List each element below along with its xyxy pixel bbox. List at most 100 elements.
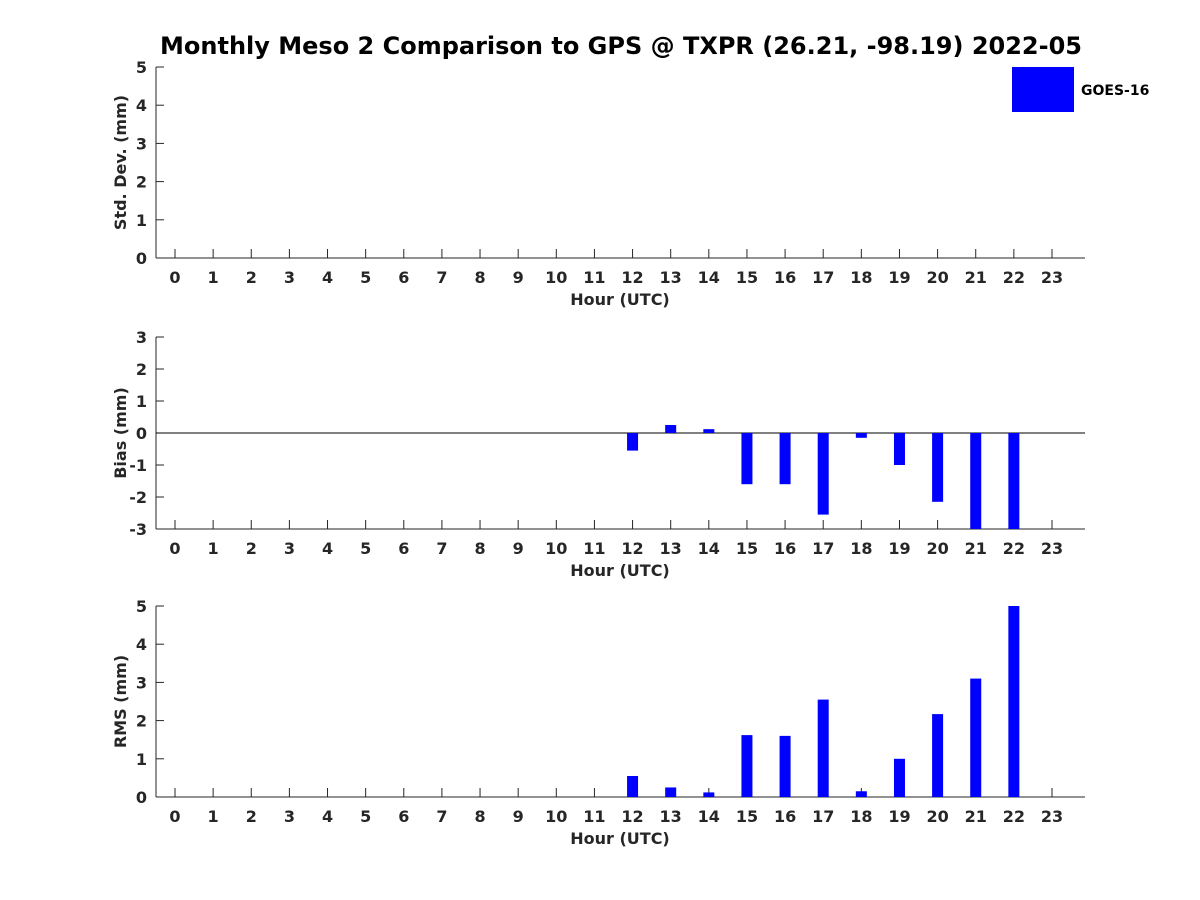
- stddev-xtick-label: 22: [1003, 268, 1025, 287]
- rms-bar: [855, 791, 867, 797]
- bias-xtick-label: 10: [545, 539, 567, 558]
- chart-title: Monthly Meso 2 Comparison to GPS @ TXPR …: [160, 32, 1082, 60]
- rms-xtick-label: 5: [360, 807, 371, 826]
- bias-ytick-label: 0: [136, 424, 147, 443]
- stddev-xtick-label: 4: [322, 268, 333, 287]
- rms-y-axis-label: RMS (mm): [111, 655, 130, 748]
- bias-xtick-label: 19: [888, 539, 910, 558]
- bias-xtick-label: 8: [474, 539, 485, 558]
- stddev-xtick-label: 11: [583, 268, 605, 287]
- legend: GOES-16: [1012, 67, 1149, 112]
- rms-xtick-label: 13: [660, 807, 682, 826]
- bias-xtick-label: 0: [169, 539, 180, 558]
- bias-ytick-label: 3: [136, 328, 147, 347]
- rms-xtick-label: 18: [850, 807, 872, 826]
- stddev-xtick-label: 15: [736, 268, 758, 287]
- stddev-xtick-label: 19: [888, 268, 910, 287]
- bias-xtick-label: 11: [583, 539, 605, 558]
- rms-bar: [1008, 606, 1020, 797]
- rms-xtick-label: 23: [1041, 807, 1063, 826]
- bias-xtick-label: 2: [246, 539, 257, 558]
- bias-bar: [703, 429, 715, 433]
- stddev-xtick-label: 17: [812, 268, 834, 287]
- bias-xtick-label: 7: [436, 539, 447, 558]
- stddev-xtick-label: 1: [208, 268, 219, 287]
- bias-y-axis-label: Bias (mm): [111, 387, 130, 479]
- stddev-ytick-label: 1: [136, 211, 147, 230]
- bias-xtick-label: 5: [360, 539, 371, 558]
- bias-bar: [855, 433, 867, 438]
- stddev-ytick-label: 3: [136, 134, 147, 153]
- rms-xtick-label: 6: [398, 807, 409, 826]
- bias-ytick-label: 2: [136, 360, 147, 379]
- rms-ytick-label: 4: [136, 635, 147, 654]
- rms-xtick-label: 8: [474, 807, 485, 826]
- stddev-ytick-label: 0: [136, 249, 147, 268]
- bias-xtick-label: 18: [850, 539, 872, 558]
- rms-xtick-label: 14: [698, 807, 720, 826]
- bias-bar: [665, 425, 677, 433]
- rms-bar: [932, 714, 944, 797]
- rms-bar: [665, 787, 677, 797]
- bias-xtick-label: 13: [660, 539, 682, 558]
- bias-bar: [932, 433, 944, 502]
- bias-xtick-label: 4: [322, 539, 333, 558]
- stddev-xtick-label: 21: [965, 268, 987, 287]
- bias-xtick-label: 6: [398, 539, 409, 558]
- bias-bar: [970, 433, 982, 529]
- stddev-xtick-label: 5: [360, 268, 371, 287]
- bias-x-axis-label: Hour (UTC): [570, 561, 670, 580]
- bias-bar: [817, 433, 829, 515]
- stddev-ytick-label: 2: [136, 173, 147, 192]
- bias-xtick-label: 1: [208, 539, 219, 558]
- rms-xtick-label: 19: [888, 807, 910, 826]
- bias-xtick-label: 20: [926, 539, 948, 558]
- rms-xtick-label: 11: [583, 807, 605, 826]
- rms-xtick-label: 12: [621, 807, 643, 826]
- stddev-xtick-label: 14: [698, 268, 720, 287]
- rms-ytick-label: 2: [136, 712, 147, 731]
- stddev-xtick-label: 7: [436, 268, 447, 287]
- rms-ytick-label: 0: [136, 788, 147, 807]
- rms-bar: [893, 758, 905, 797]
- rms-x-axis-label: Hour (UTC): [570, 829, 670, 848]
- rms-bar: [627, 775, 639, 797]
- stddev-xtick-label: 3: [284, 268, 295, 287]
- bias-ytick-label: -2: [129, 488, 147, 507]
- stddev-xtick-label: 8: [474, 268, 485, 287]
- bias-xtick-label: 17: [812, 539, 834, 558]
- rms-ytick-label: 1: [136, 750, 147, 769]
- stddev-xtick-label: 16: [774, 268, 796, 287]
- rms-xtick-label: 17: [812, 807, 834, 826]
- stddev-xtick-label: 9: [513, 268, 524, 287]
- rms-xtick-label: 0: [169, 807, 180, 826]
- rms-ytick-label: 5: [136, 597, 147, 616]
- rms-xtick-label: 4: [322, 807, 333, 826]
- stddev-xtick-label: 6: [398, 268, 409, 287]
- rms-xtick-label: 21: [965, 807, 987, 826]
- rms-xtick-label: 15: [736, 807, 758, 826]
- bias-ytick-label: -1: [129, 456, 147, 475]
- rms-xtick-label: 16: [774, 807, 796, 826]
- stddev-xtick-label: 12: [621, 268, 643, 287]
- stddev-xtick-label: 13: [660, 268, 682, 287]
- bias-ytick-label: -3: [129, 520, 147, 539]
- rms-bar: [779, 735, 791, 797]
- stddev-xtick-label: 2: [246, 268, 257, 287]
- stddev-xtick-label: 10: [545, 268, 567, 287]
- bias-bar: [893, 433, 905, 465]
- rms-xtick-label: 9: [513, 807, 524, 826]
- rms-xtick-label: 20: [926, 807, 948, 826]
- bias-xtick-label: 9: [513, 539, 524, 558]
- bias-xtick-label: 3: [284, 539, 295, 558]
- rms-xtick-label: 1: [208, 807, 219, 826]
- stddev-ytick-label: 5: [136, 58, 147, 77]
- bias-xtick-label: 15: [736, 539, 758, 558]
- rms-xtick-label: 2: [246, 807, 257, 826]
- rms-xtick-label: 10: [545, 807, 567, 826]
- legend-swatch: [1012, 67, 1074, 112]
- stddev-xtick-label: 0: [169, 268, 180, 287]
- stddev-x-axis-label: Hour (UTC): [570, 290, 670, 309]
- stddev-xtick-label: 23: [1041, 268, 1063, 287]
